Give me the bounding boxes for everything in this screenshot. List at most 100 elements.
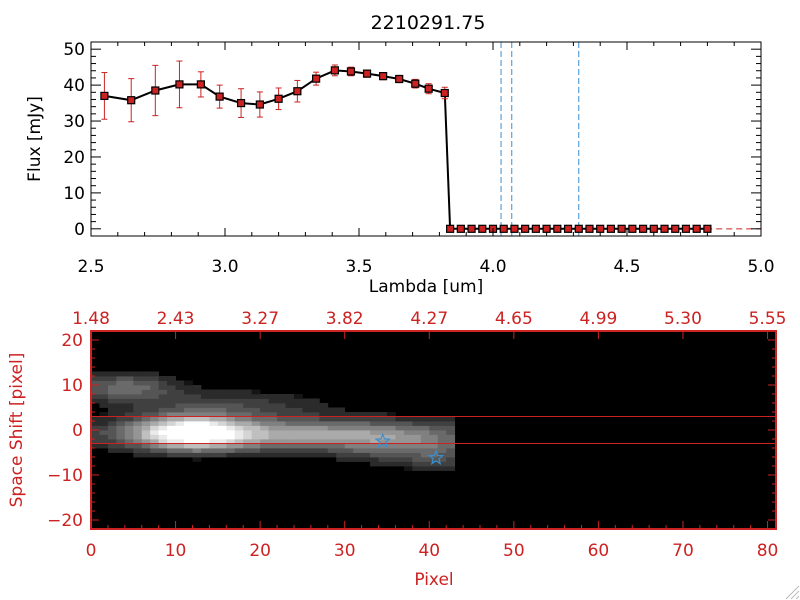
image-cell — [386, 430, 396, 435]
image-cell — [420, 416, 430, 422]
image-cell — [336, 434, 346, 440]
image-cell — [293, 403, 303, 408]
image-top-wavelength-ticks: 1.48 2.43 3.27 3.82 4.27 4.65 4.99 5.30 5.55 — [72, 309, 786, 339]
image-cell — [91, 443, 100, 449]
image-cell — [437, 425, 447, 431]
image-cell — [158, 448, 168, 453]
image-cell — [412, 434, 422, 440]
image-cell — [133, 389, 143, 395]
image-cell — [99, 376, 109, 381]
image-cell — [192, 389, 202, 395]
image-cell — [336, 416, 346, 422]
image-cell — [107, 421, 117, 426]
image-cell — [353, 416, 363, 422]
image-cell — [260, 443, 269, 449]
image-cell — [158, 452, 168, 458]
image-cell — [99, 421, 109, 426]
image-cell — [91, 376, 100, 381]
x-tick-label: 5.0 — [747, 257, 774, 277]
flux-point — [531, 224, 540, 233]
image-cell — [167, 430, 176, 435]
image-cell — [336, 412, 346, 417]
image-cell — [124, 385, 134, 390]
image-cell — [319, 425, 329, 431]
image-cell — [192, 457, 202, 462]
flux-point — [446, 224, 455, 233]
image-cell — [386, 439, 396, 444]
image-cell — [124, 394, 134, 399]
image-cell — [260, 430, 269, 435]
image-cell — [234, 403, 244, 408]
image-cell — [403, 448, 413, 453]
image-cell — [319, 434, 329, 440]
image-cell — [260, 425, 269, 431]
image-cell — [319, 439, 329, 444]
image-cell — [184, 407, 193, 413]
image-cell — [370, 452, 379, 458]
image-cell — [234, 389, 244, 395]
image-cell — [336, 425, 346, 431]
image-cell — [99, 403, 109, 408]
image-cell — [378, 430, 388, 435]
resize-grip-icon[interactable] — [785, 585, 800, 600]
image-cell — [403, 434, 413, 440]
image-cell — [302, 434, 312, 440]
image-cell — [378, 416, 388, 422]
x-tick-label: 70 — [672, 541, 694, 561]
image-cell — [336, 421, 346, 426]
image-cell — [310, 452, 320, 458]
image-cell — [353, 425, 363, 431]
image-cell — [277, 394, 286, 399]
image-cell — [319, 403, 329, 408]
y-tick-label: 0 — [72, 421, 83, 441]
image-cell — [234, 452, 244, 458]
image-cell — [150, 443, 160, 449]
flux-series — [100, 60, 712, 233]
image-cell — [116, 448, 126, 453]
image-cell — [336, 439, 346, 444]
y-tick-label: 10 — [61, 376, 83, 396]
image-cell — [412, 461, 422, 467]
image-cell — [412, 430, 422, 435]
spectrum-y-label: Flux [mJy] — [25, 96, 45, 182]
spectrum-x-label: Lambda [um] — [369, 277, 483, 297]
image-cell — [446, 416, 456, 422]
image-cell — [260, 416, 269, 422]
image-cell — [192, 412, 202, 417]
image-cell — [116, 421, 126, 426]
image-cell — [234, 412, 244, 417]
image-cell — [403, 430, 413, 435]
image-cell — [420, 421, 430, 426]
image-cell — [141, 443, 151, 449]
image-cell — [251, 452, 261, 458]
image-cell — [133, 385, 143, 390]
image-cell — [429, 439, 439, 444]
y-tick-label: 20 — [61, 331, 83, 351]
y-tick-label: 40 — [63, 76, 85, 96]
image-cell — [344, 439, 354, 444]
top-tick-label: 4.65 — [495, 309, 533, 329]
image-cell — [386, 425, 396, 431]
image-cell — [141, 376, 151, 381]
image-cell — [209, 430, 219, 435]
image-cell — [243, 434, 253, 440]
image-cell — [184, 394, 193, 399]
image-cell — [437, 439, 447, 444]
image-cell — [116, 380, 126, 386]
image-cell — [353, 434, 363, 440]
image-cell — [336, 430, 346, 435]
image-cell — [158, 425, 168, 431]
image-cell — [217, 421, 227, 426]
image-cell — [209, 434, 219, 440]
image-cell — [353, 412, 363, 417]
spectrum-panel: 2210291.75 2.5 3.0 3.5 4.0 4.5 5.0 0 10 20 30 40 5… — [25, 12, 775, 297]
star-marker-0 — [374, 432, 391, 449]
image-cell — [251, 448, 261, 453]
image-cell — [91, 439, 100, 444]
image-cell — [217, 416, 227, 422]
image-cell — [175, 412, 185, 417]
image-cell — [184, 448, 193, 453]
image-cell — [124, 430, 134, 435]
image-cell — [226, 439, 236, 444]
